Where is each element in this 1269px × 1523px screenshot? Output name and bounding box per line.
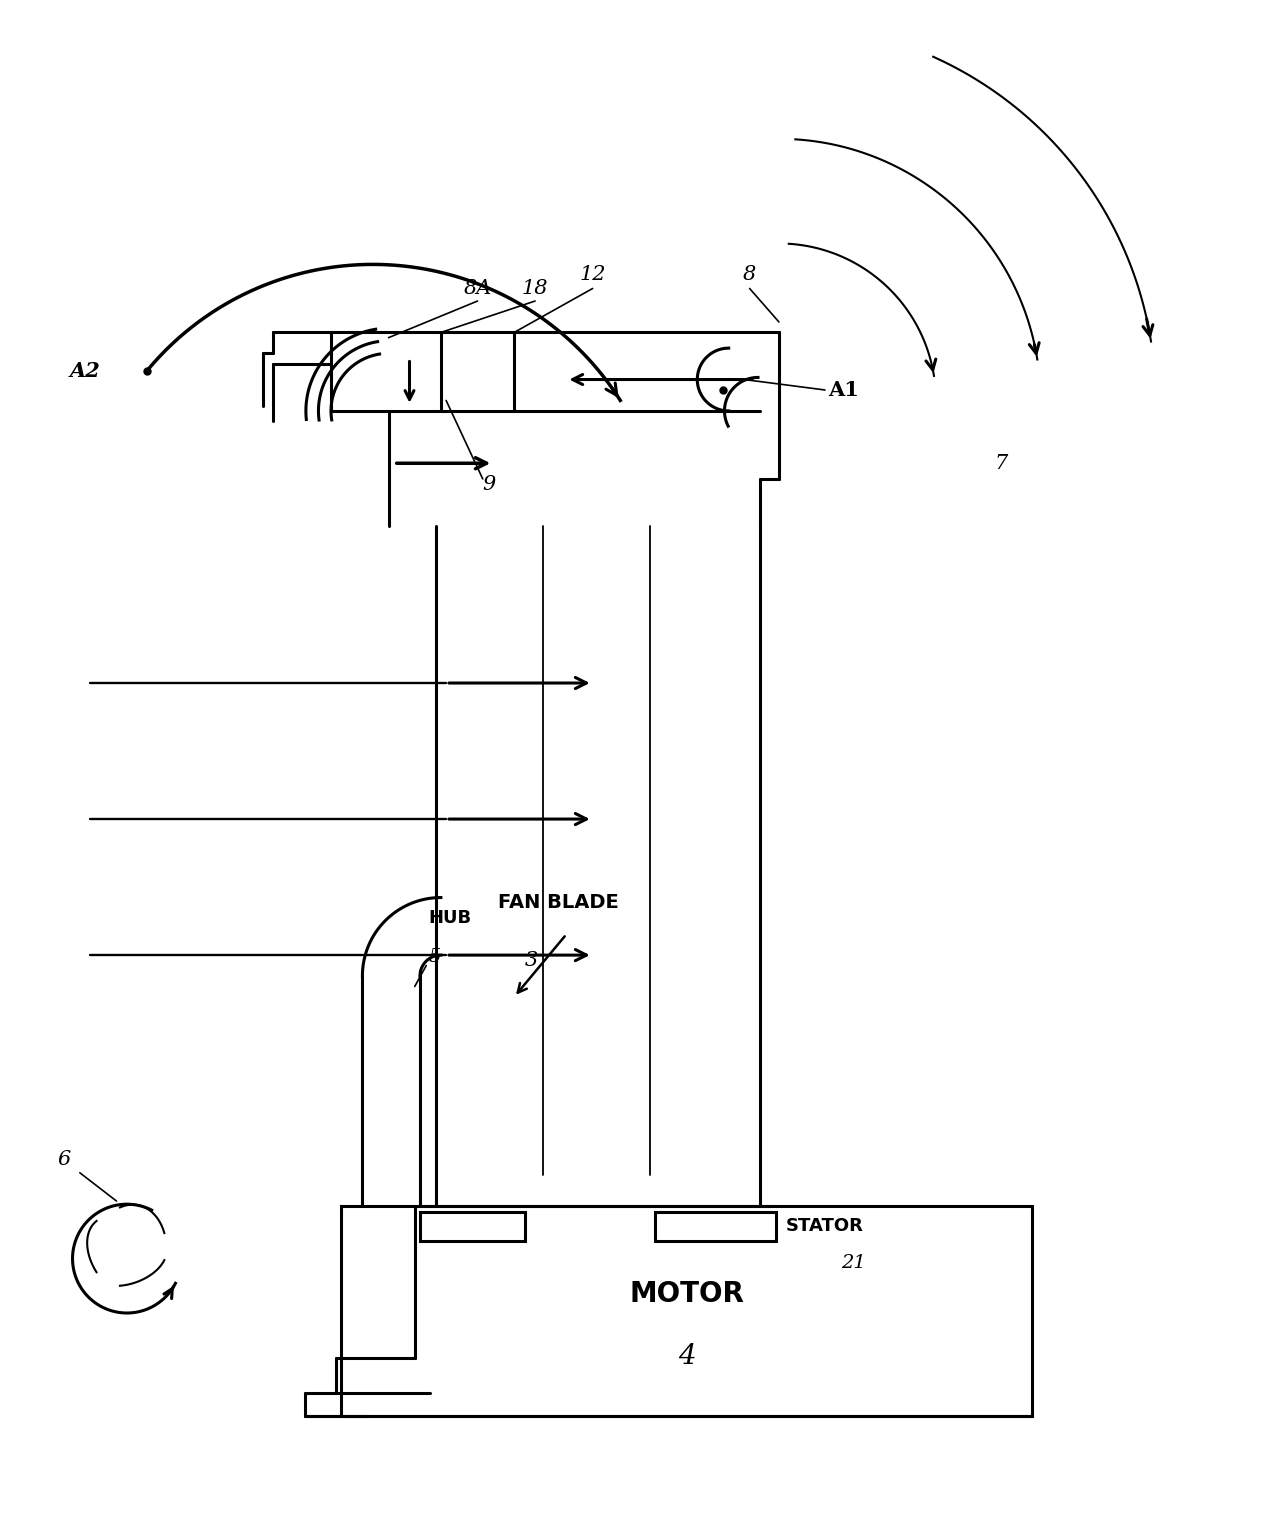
Bar (655, 1211, 775, 1241)
Text: 21: 21 (840, 1253, 865, 1272)
Text: 12: 12 (580, 265, 605, 285)
Text: 6: 6 (57, 1150, 71, 1168)
Text: A1: A1 (829, 379, 859, 401)
Bar (420, 1211, 524, 1241)
Text: 5: 5 (429, 949, 440, 966)
Text: 8: 8 (742, 265, 756, 285)
Text: 4: 4 (678, 1343, 695, 1371)
Text: STATOR: STATOR (787, 1217, 864, 1235)
Text: 18: 18 (522, 279, 548, 299)
Text: 9: 9 (482, 475, 496, 493)
Text: 3: 3 (524, 950, 538, 970)
Text: FAN BLADE: FAN BLADE (499, 894, 619, 912)
Text: MOTOR: MOTOR (629, 1281, 744, 1308)
Text: 8A: 8A (463, 279, 491, 299)
Text: 7: 7 (994, 454, 1008, 472)
Text: HUB: HUB (429, 909, 472, 928)
Text: A2: A2 (70, 361, 100, 381)
Bar (341, 1206, 1032, 1415)
